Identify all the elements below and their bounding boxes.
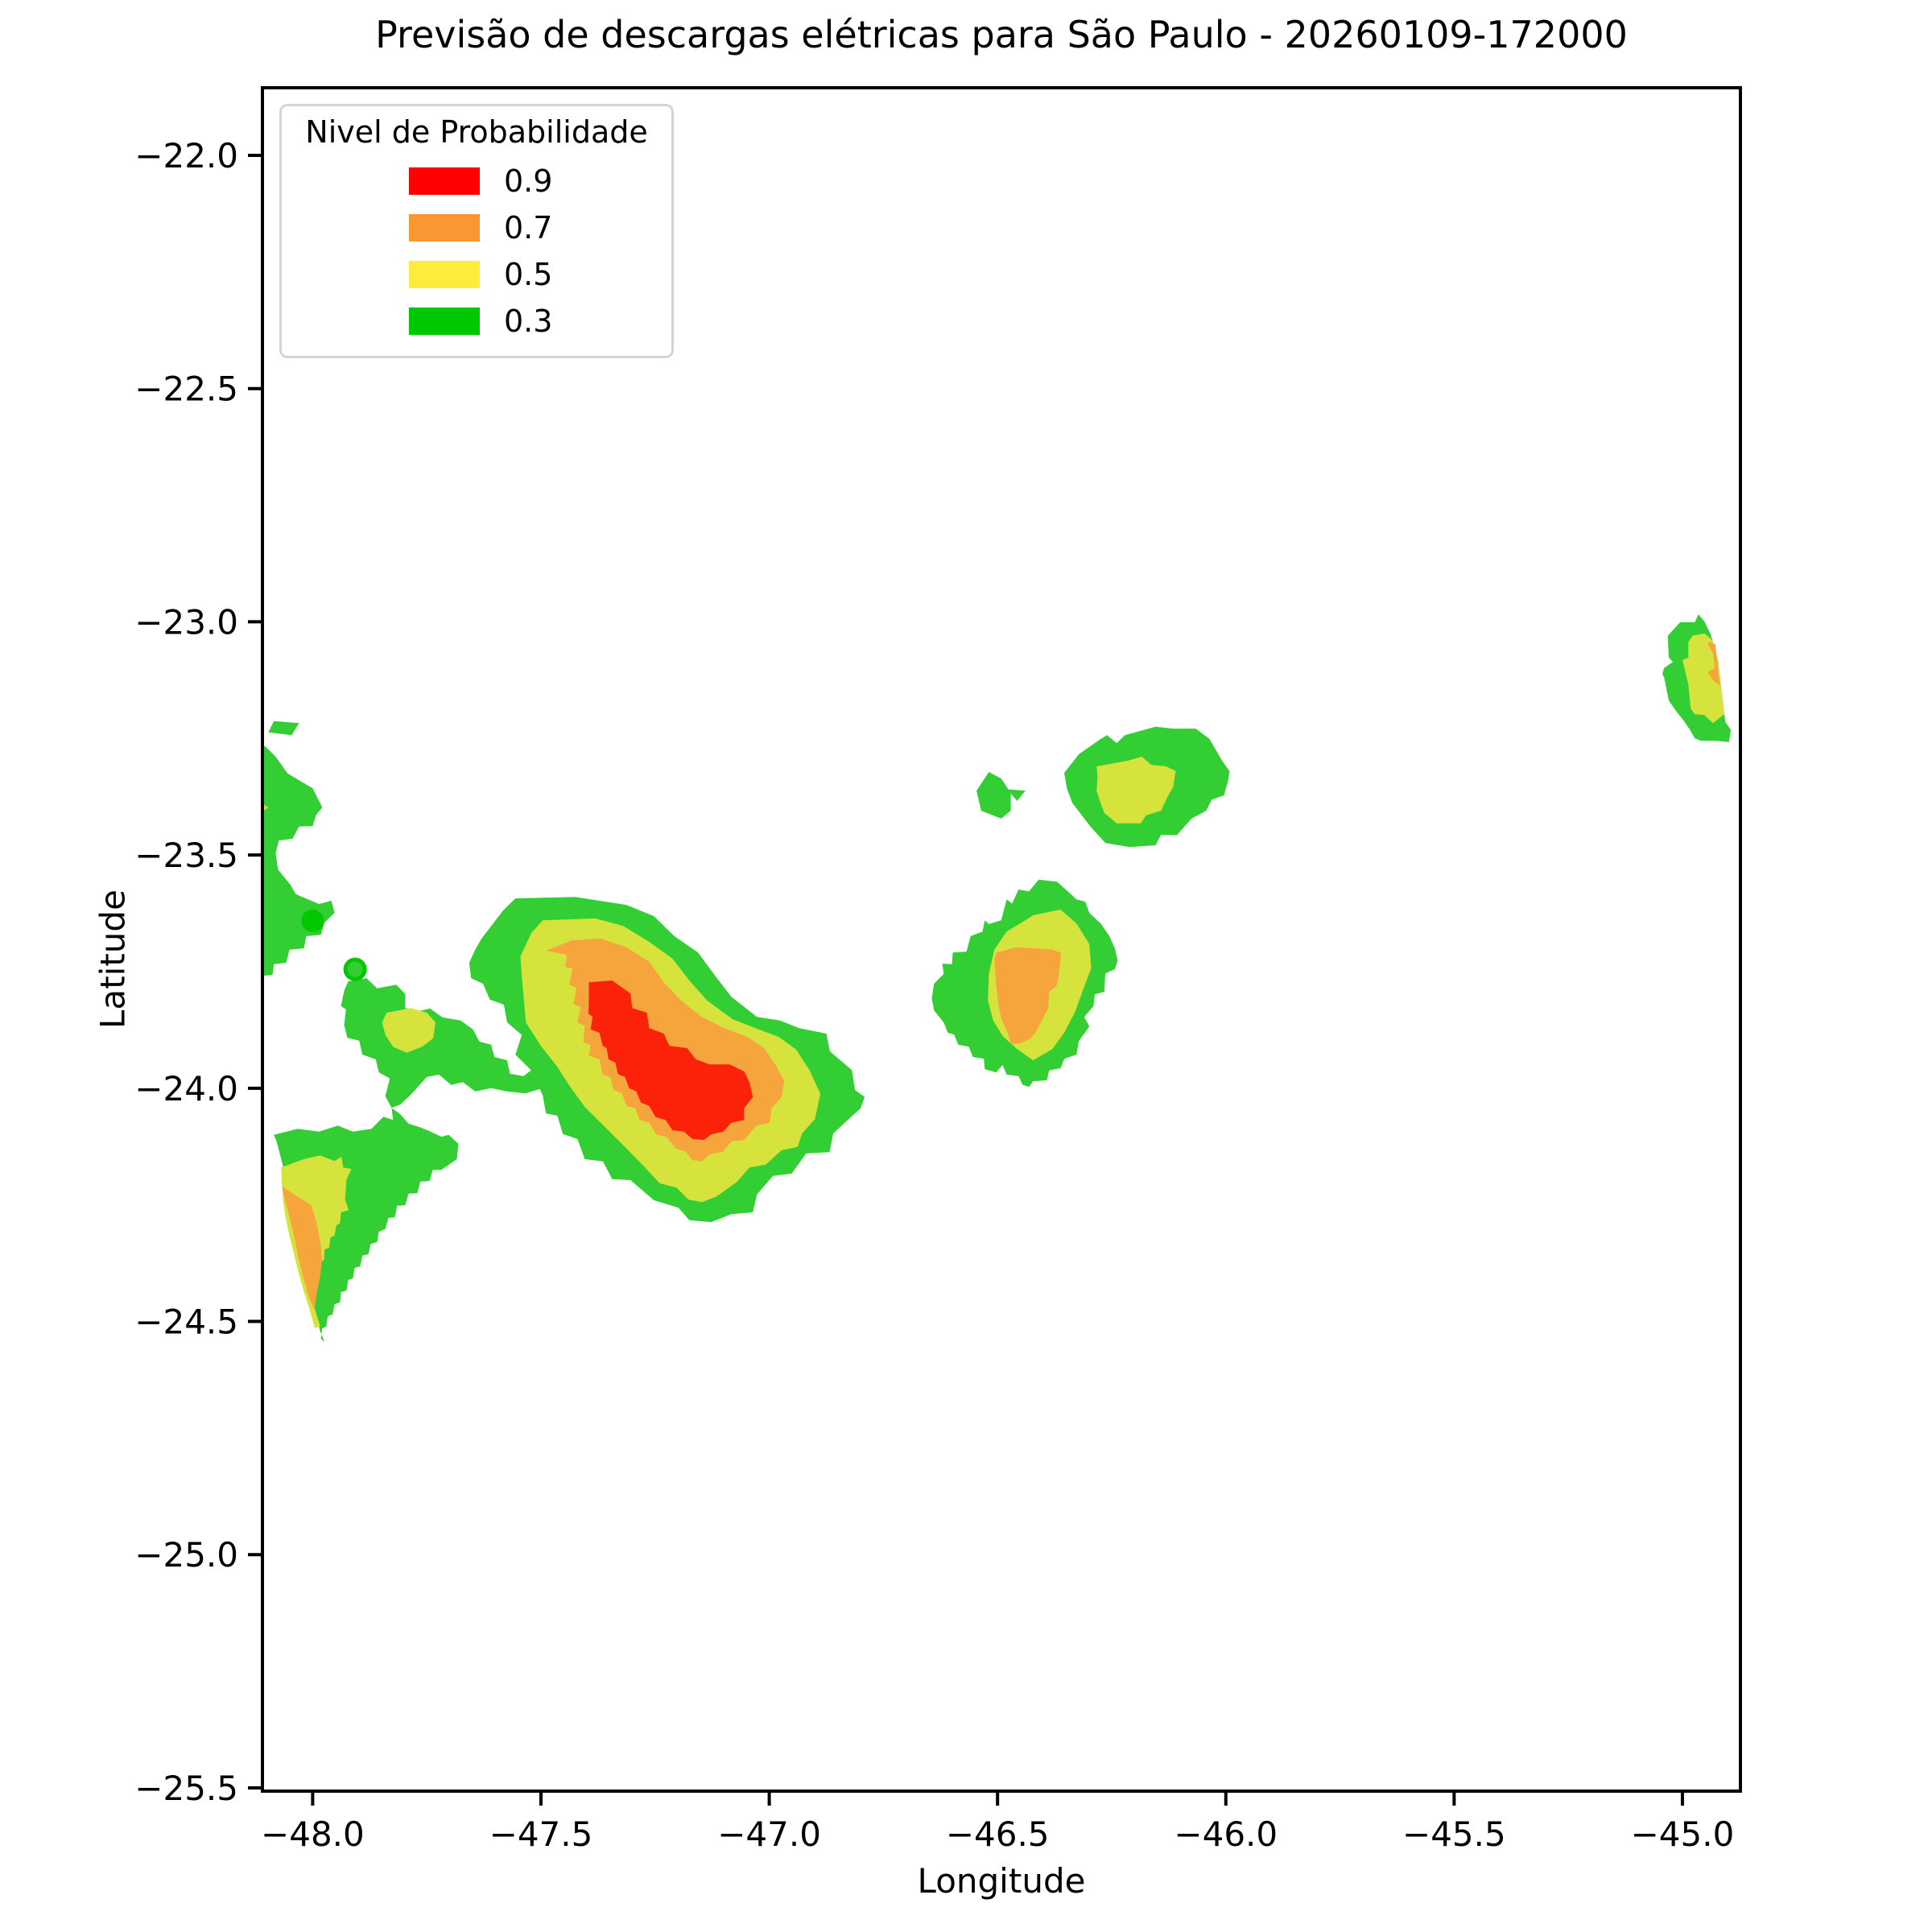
legend-rows: 0.9 0.7 0.5 0.3 bbox=[282, 158, 671, 345]
y-tick-label: −24.0 bbox=[134, 1069, 238, 1108]
x-tick-label: −47.0 bbox=[717, 1814, 821, 1854]
legend-entry-label: 0.9 bbox=[504, 163, 553, 199]
legend: Nivel de Probabilidade 0.9 0.7 0.5 0.3 bbox=[279, 104, 674, 358]
legend-swatch-icon bbox=[409, 167, 480, 195]
marker-dot-solid bbox=[301, 909, 324, 932]
legend-swatch-icon bbox=[409, 308, 480, 335]
contour-region-east-edge-orange bbox=[1707, 641, 1720, 687]
contour-region-west-strip-main bbox=[262, 746, 335, 976]
x-tick-label: −46.5 bbox=[946, 1814, 1050, 1854]
legend-entry-label: 0.5 bbox=[504, 257, 553, 292]
contour-region-arm-upper-yellow bbox=[382, 1008, 436, 1053]
figure-title: Previsão de descargas elétricas para São… bbox=[375, 13, 1628, 56]
y-tick-label: −22.0 bbox=[134, 136, 238, 175]
contour-region-southwest-orange bbox=[282, 1187, 323, 1311]
legend-swatch-icon bbox=[409, 261, 480, 288]
contour-region-west-strip-small bbox=[268, 720, 299, 736]
marker-dot-ring bbox=[343, 957, 367, 981]
y-tick-label: −24.5 bbox=[134, 1302, 238, 1342]
contour-regions bbox=[262, 614, 1732, 1342]
legend-entry-0.7: 0.7 bbox=[282, 204, 671, 251]
contour-region-mid-east-orange bbox=[994, 947, 1061, 1044]
contour-region-small-triangle-green bbox=[1006, 789, 1026, 801]
x-axis-label: Longitude bbox=[917, 1861, 1086, 1901]
contour-region-arm-upper bbox=[341, 978, 548, 1108]
y-tick-label: −23.0 bbox=[134, 602, 238, 642]
legend-entry-0.3: 0.3 bbox=[282, 298, 671, 345]
y-tick-label: −23.5 bbox=[134, 836, 238, 875]
legend-title: Nivel de Probabilidade bbox=[305, 114, 648, 150]
legend-entry-label: 0.3 bbox=[504, 303, 553, 339]
axes-spines bbox=[261, 86, 1742, 1793]
x-tick-label: −47.5 bbox=[489, 1814, 593, 1854]
axis-ticks: −48.0 −47.5 −47.0 −46.5 −46.0 −45.5 −45.0 −22.0… bbox=[134, 136, 1734, 1854]
x-tick-label: −45.5 bbox=[1402, 1814, 1506, 1854]
contour-region-northeast-yellow bbox=[1096, 756, 1176, 824]
y-tick-label: −22.5 bbox=[134, 369, 238, 409]
contour-region-central-red bbox=[588, 980, 753, 1141]
x-tick-label: −48.0 bbox=[261, 1814, 365, 1854]
contour-region-small-hex-green bbox=[976, 772, 1011, 819]
legend-swatch-icon bbox=[409, 214, 480, 242]
x-tick-label: −45.0 bbox=[1631, 1814, 1735, 1854]
y-tick-label: −25.5 bbox=[134, 1769, 238, 1808]
legend-entry-label: 0.7 bbox=[504, 210, 553, 246]
x-tick-label: −46.0 bbox=[1174, 1814, 1278, 1854]
legend-entry-0.9: 0.9 bbox=[282, 158, 671, 204]
legend-entry-0.5: 0.5 bbox=[282, 251, 671, 298]
y-tick-label: −25.0 bbox=[134, 1535, 238, 1575]
